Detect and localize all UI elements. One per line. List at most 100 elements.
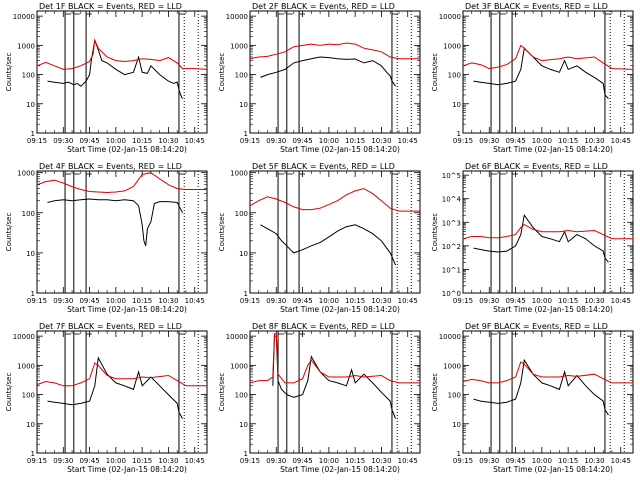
events-series-line — [47, 356, 183, 419]
y-axis-label: Counts/sec — [431, 373, 439, 412]
x-tick-label: 09:45 — [292, 297, 312, 305]
x-tick-label: 09:15 — [27, 457, 47, 465]
y-tick-label: 10 — [239, 101, 248, 109]
x-tick-label: 10:15 — [132, 457, 152, 465]
events-series-line — [473, 47, 609, 99]
chart-panel-8: Det 8F BLACK = Events, RED = LLD 1 10 100 10… — [218, 322, 421, 474]
x-tick-label: 10:00 — [532, 457, 552, 465]
events-series-line — [473, 358, 609, 416]
chart-title: Det 1F BLACK = Events, RED = LLD — [39, 2, 182, 11]
x-tick-label: 10:15 — [345, 297, 365, 305]
events-series-line — [260, 56, 396, 87]
events-series-line — [473, 213, 609, 263]
chart-title: Det 8F BLACK = Events, RED = LLD — [252, 322, 395, 331]
plot-frame — [462, 10, 634, 134]
x-axis-label: Start Time (02-Jan-15 08:14:20) — [280, 305, 400, 314]
y-tick-label: 100 — [22, 210, 35, 218]
x-tick-label: 10:15 — [345, 137, 365, 145]
x-tick-label: 10:45 — [611, 137, 631, 145]
y-tick-label: 1000 — [230, 170, 248, 178]
chart-title: Det 3F BLACK = Events, RED = LLD — [465, 2, 608, 11]
x-tick-label: 10:00 — [532, 137, 552, 145]
y-tick-label: 10 — [239, 421, 248, 429]
x-axis-label: Start Time (02-Jan-15 08:14:20) — [280, 145, 400, 154]
y-tick-label: 100 — [22, 392, 35, 400]
y-tick-label: 10000 — [439, 13, 461, 21]
lld-series-line — [462, 223, 633, 240]
x-tick-label: 10:45 — [185, 457, 205, 465]
chart-title: Det 9F BLACK = Events, RED = LLD — [465, 322, 608, 331]
y-tick-label: 1 — [244, 130, 248, 138]
plot-frame — [36, 330, 208, 454]
y-tick-label: 1 — [457, 130, 461, 138]
lld-series-line — [249, 333, 420, 384]
x-tick-label: 10:15 — [132, 297, 152, 305]
plot-frame — [462, 330, 634, 454]
lld-series-line — [36, 38, 208, 70]
x-tick-label: 10:00 — [532, 297, 552, 305]
y-tick-label: 10^5 — [442, 172, 461, 180]
x-tick-label: 10:30 — [371, 457, 391, 465]
y-tick-label: 1000 — [17, 362, 35, 370]
x-tick-label: 09:30 — [479, 137, 499, 145]
x-tick-label: 10:30 — [584, 457, 604, 465]
x-axis-label: Start Time (02-Jan-15 08:14:20) — [280, 465, 400, 474]
chart-title: Det 6F BLACK = Events, RED = LLD — [465, 162, 608, 171]
y-axis-label: Counts/sec — [218, 373, 226, 412]
y-tick-label: 1000 — [230, 42, 248, 50]
x-tick-label: 10:15 — [345, 457, 365, 465]
x-tick-label: 10:30 — [158, 297, 178, 305]
x-tick-label: 10:00 — [319, 297, 339, 305]
y-tick-label: 1 — [457, 450, 461, 458]
x-tick-label: 10:15 — [558, 297, 578, 305]
chart-title: Det 7F BLACK = Events, RED = LLD — [39, 322, 182, 331]
lld-series-line — [249, 188, 420, 212]
y-tick-label: 100 — [235, 72, 248, 80]
x-tick-label: 10:30 — [158, 457, 178, 465]
chart-title: Det 5F BLACK = Events, RED = LLD — [252, 162, 395, 171]
y-tick-label: 10^1 — [442, 266, 461, 274]
x-tick-label: 09:30 — [53, 297, 73, 305]
y-tick-label: 1 — [31, 290, 35, 298]
y-tick-label: 1000 — [17, 170, 35, 178]
x-tick-label: 09:45 — [292, 137, 312, 145]
x-axis-label: Start Time (02-Jan-15 08:14:20) — [67, 145, 187, 154]
x-tick-label: 10:30 — [584, 297, 604, 305]
y-tick-label: 10^0 — [442, 290, 461, 298]
x-tick-label: 10:00 — [106, 457, 126, 465]
x-tick-label: 09:45 — [79, 457, 99, 465]
events-series-line — [272, 335, 396, 419]
x-tick-label: 09:15 — [453, 457, 473, 465]
y-tick-label: 10 — [26, 101, 35, 109]
y-tick-label: 10 — [26, 421, 35, 429]
x-tick-label: 10:45 — [185, 297, 205, 305]
y-tick-label: 100 — [22, 72, 35, 80]
chart-panel-9: Det 9F BLACK = Events, RED = LLD 1 10 100 10… — [431, 322, 634, 474]
x-tick-label: 10:45 — [611, 457, 631, 465]
x-tick-label: 09:15 — [27, 137, 47, 145]
y-axis-label: Counts/sec — [5, 213, 13, 252]
x-tick-label: 10:30 — [371, 297, 391, 305]
y-tick-label: 10000 — [226, 333, 248, 341]
x-tick-label: 10:30 — [584, 137, 604, 145]
x-tick-label: 09:15 — [453, 137, 473, 145]
chart-panel-1: Det 1F BLACK = Events, RED = LLD 1 10 100 10… — [5, 2, 208, 154]
x-axis-label: Start Time (02-Jan-15 08:14:20) — [493, 145, 613, 154]
y-tick-label: 10 — [452, 421, 461, 429]
chart-panel-3: Det 3F BLACK = Events, RED = LLD 1 10 100 10… — [431, 2, 634, 154]
events-series-line — [47, 38, 183, 99]
y-tick-label: 100 — [448, 72, 461, 80]
x-tick-label: 09:15 — [240, 457, 260, 465]
y-tick-label: 1000 — [443, 362, 461, 370]
plot-frame — [36, 170, 208, 294]
y-tick-label: 1 — [31, 450, 35, 458]
y-axis-label: Counts/sec — [5, 53, 13, 92]
y-tick-label: 100 — [235, 210, 248, 218]
x-tick-label: 09:15 — [240, 137, 260, 145]
plot-frame — [249, 330, 421, 454]
chart-panel-6: Det 6F BLACK = Events, RED = LLD 10^0 10^1… — [431, 162, 634, 314]
x-tick-label: 09:30 — [53, 137, 73, 145]
y-tick-label: 1 — [244, 450, 248, 458]
y-tick-label: 1000 — [230, 362, 248, 370]
x-tick-label: 09:45 — [292, 457, 312, 465]
